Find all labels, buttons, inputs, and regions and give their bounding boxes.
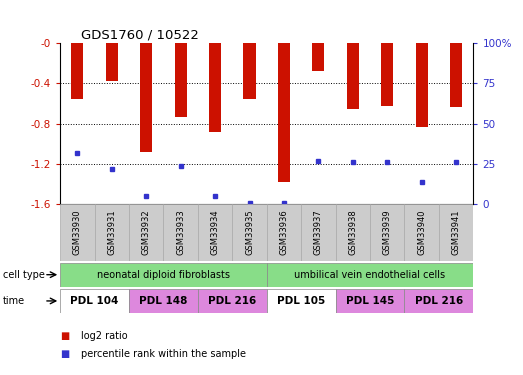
Text: GSM33934: GSM33934 — [211, 210, 220, 255]
Bar — [95, 204, 129, 261]
Text: GSM33932: GSM33932 — [142, 210, 151, 255]
Bar — [404, 204, 439, 261]
Text: PDL 216: PDL 216 — [415, 296, 463, 306]
Bar — [416, 43, 428, 127]
Bar — [347, 43, 359, 109]
Bar — [267, 262, 473, 287]
Text: cell type: cell type — [3, 270, 44, 279]
Text: percentile rank within the sample: percentile rank within the sample — [81, 350, 246, 359]
Text: PDL 145: PDL 145 — [346, 296, 394, 306]
Bar — [232, 204, 267, 261]
Text: neonatal diploid fibroblasts: neonatal diploid fibroblasts — [97, 270, 230, 280]
Text: GSM33930: GSM33930 — [73, 210, 82, 255]
Bar — [404, 289, 473, 313]
Bar — [129, 289, 198, 313]
Bar — [163, 204, 198, 261]
Bar — [267, 289, 336, 313]
Bar — [140, 43, 152, 152]
Text: GSM33938: GSM33938 — [348, 210, 357, 255]
Bar — [439, 204, 473, 261]
Text: ■: ■ — [60, 350, 70, 359]
Text: GSM33936: GSM33936 — [279, 210, 289, 255]
Bar — [244, 43, 256, 99]
Bar — [450, 43, 462, 106]
Bar — [198, 289, 267, 313]
Text: GSM33941: GSM33941 — [451, 210, 461, 255]
Bar — [370, 204, 404, 261]
Text: GSM33939: GSM33939 — [383, 210, 392, 255]
Bar — [278, 43, 290, 182]
Text: umbilical vein endothelial cells: umbilical vein endothelial cells — [294, 270, 446, 280]
Text: PDL 148: PDL 148 — [139, 296, 188, 306]
Text: ■: ■ — [60, 331, 70, 340]
Bar — [209, 43, 221, 132]
Bar — [267, 204, 301, 261]
Bar — [60, 204, 95, 261]
Text: GSM33940: GSM33940 — [417, 210, 426, 255]
Bar — [71, 43, 83, 99]
Bar — [60, 262, 267, 287]
Text: GSM33935: GSM33935 — [245, 210, 254, 255]
Text: PDL 104: PDL 104 — [71, 296, 119, 306]
Text: GSM33933: GSM33933 — [176, 210, 185, 255]
Text: log2 ratio: log2 ratio — [81, 331, 128, 340]
Bar — [129, 204, 163, 261]
Text: PDL 105: PDL 105 — [277, 296, 325, 306]
Bar — [198, 204, 232, 261]
Text: GDS1760 / 10522: GDS1760 / 10522 — [81, 29, 199, 42]
Bar — [336, 204, 370, 261]
Text: time: time — [3, 296, 25, 306]
Bar — [106, 43, 118, 81]
Bar — [60, 289, 129, 313]
Text: GSM33937: GSM33937 — [314, 210, 323, 255]
Bar — [381, 43, 393, 106]
Bar — [336, 289, 404, 313]
Bar — [312, 43, 324, 71]
Text: PDL 216: PDL 216 — [208, 296, 256, 306]
Bar — [301, 204, 336, 261]
Text: GSM33931: GSM33931 — [107, 210, 116, 255]
Bar — [175, 43, 187, 117]
